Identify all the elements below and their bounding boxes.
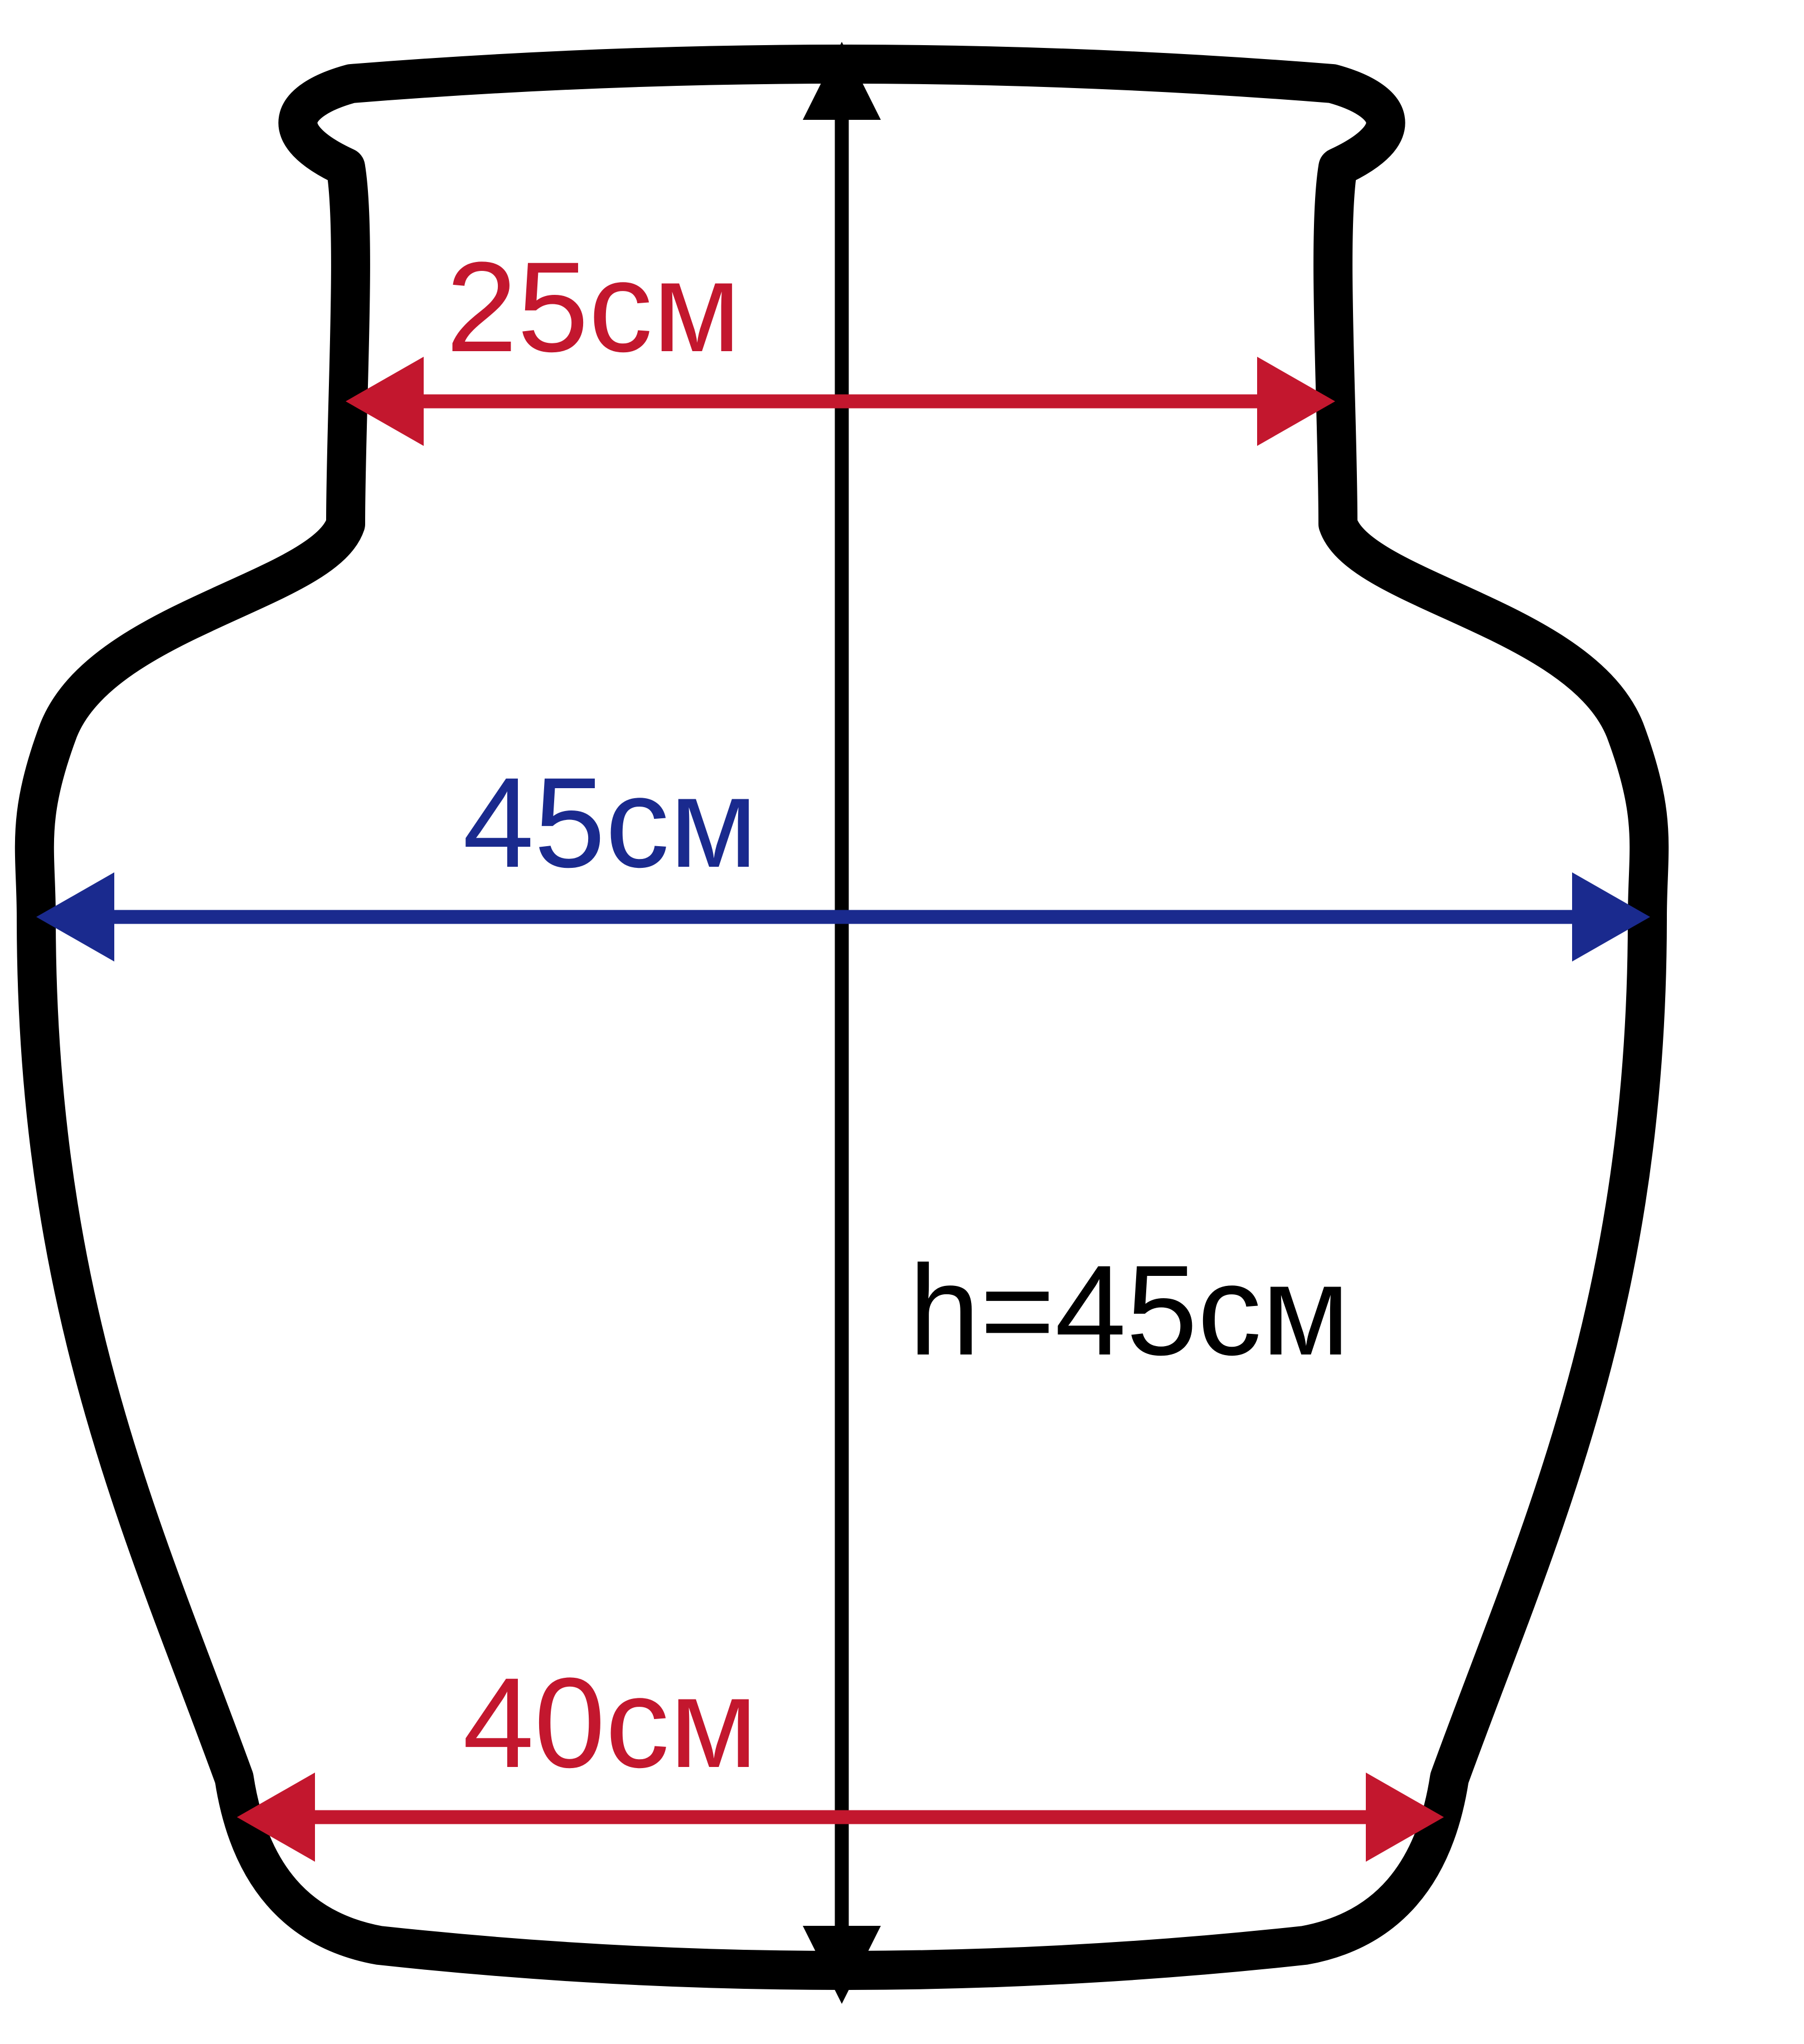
dim-base-label: 40см: [463, 1651, 758, 1794]
height-label: h=45см: [909, 1239, 1350, 1382]
dim-widest-label: 45см: [463, 751, 758, 894]
dim-neck-label: 25см: [446, 235, 741, 378]
